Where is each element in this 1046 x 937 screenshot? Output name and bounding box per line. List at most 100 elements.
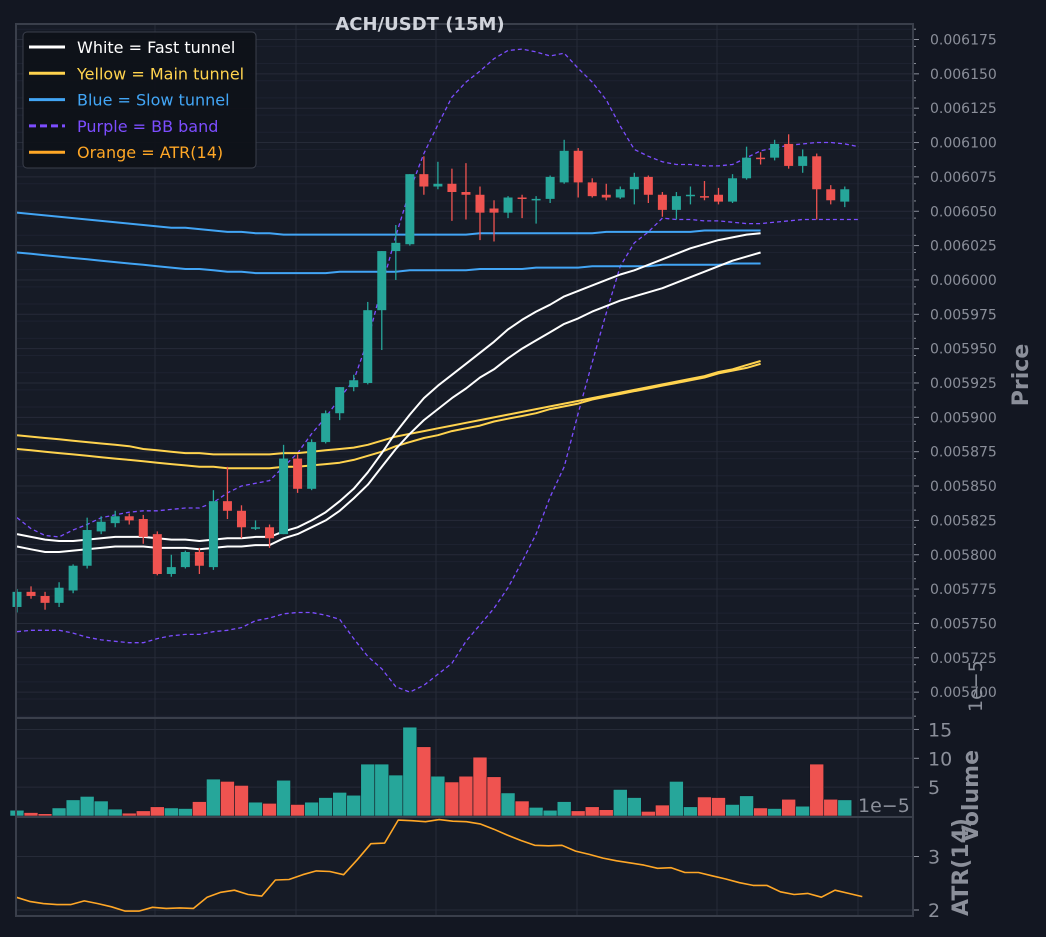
candle xyxy=(110,510,120,528)
atr-tick-label: 3 xyxy=(928,847,940,869)
volume-bar xyxy=(318,797,333,817)
volume-bar xyxy=(93,800,109,817)
candle xyxy=(26,586,36,599)
candle xyxy=(812,153,822,220)
candle xyxy=(335,387,345,421)
candle-body xyxy=(307,442,317,489)
tunnel-lines xyxy=(16,211,761,553)
candle xyxy=(82,517,92,569)
candle xyxy=(742,146,752,180)
candle-body xyxy=(180,552,190,568)
candle xyxy=(180,550,190,569)
legend-label: White = Fast tunnel xyxy=(77,38,235,57)
candle xyxy=(377,251,387,351)
candle-body xyxy=(236,510,246,528)
candle xyxy=(433,161,443,190)
candle-body xyxy=(503,197,513,213)
price-grid xyxy=(16,24,913,718)
price-tick-label: 0.005825 xyxy=(930,513,997,529)
legend-label: Purple = BB band xyxy=(77,117,218,136)
candle-body xyxy=(812,156,822,190)
bb-upper-line xyxy=(16,48,859,538)
volume-bar xyxy=(121,812,137,817)
atr-grid xyxy=(16,817,913,916)
candle-body xyxy=(714,194,723,202)
candle xyxy=(587,178,597,198)
volume-tick-label: 15 xyxy=(928,719,952,741)
volume-tick-label: 5 xyxy=(928,777,940,799)
volume-bar xyxy=(234,785,249,817)
atr-axis-title: ATR(14) xyxy=(949,818,974,916)
candle-body xyxy=(587,182,597,197)
volume-axis: 5 10 15 xyxy=(913,719,952,799)
volume-bar xyxy=(150,806,165,817)
volume-bar xyxy=(135,810,151,817)
candle xyxy=(573,148,583,198)
candle-body xyxy=(657,194,667,210)
candle-body xyxy=(728,178,738,202)
price-tick-label: 0.005800 xyxy=(930,548,997,564)
volume-bar xyxy=(514,800,530,817)
candle xyxy=(321,410,331,444)
candle-body xyxy=(40,595,50,603)
volume-bar xyxy=(781,798,796,817)
volume-bar xyxy=(655,804,670,817)
atr-tick-label: 2 xyxy=(928,900,940,922)
candle xyxy=(54,582,64,607)
candle-body xyxy=(489,208,499,213)
candle xyxy=(601,183,611,201)
volume-bar xyxy=(374,763,390,817)
candle-body xyxy=(349,380,359,388)
candle-body xyxy=(405,174,415,245)
candle-body xyxy=(82,530,92,566)
volume-bar xyxy=(584,806,600,817)
candle xyxy=(251,520,261,531)
candle xyxy=(756,152,766,165)
price-tick-label: 0.005875 xyxy=(930,445,997,461)
price-tick-label: 0.006175 xyxy=(930,33,997,49)
volume-bar xyxy=(669,781,684,817)
candle xyxy=(447,168,457,221)
candle xyxy=(279,444,289,535)
atr-panel-frame xyxy=(15,816,914,917)
slow-tunnel-line xyxy=(16,251,761,275)
volume-bar xyxy=(809,763,825,817)
candle xyxy=(363,301,373,385)
candle xyxy=(208,490,218,570)
volume-bar xyxy=(304,801,319,817)
candle-body xyxy=(110,516,120,524)
volume-bar xyxy=(739,795,754,817)
candle xyxy=(307,439,317,491)
price-axis-title: Price xyxy=(1009,344,1034,406)
candle-body xyxy=(363,310,373,383)
candle xyxy=(68,564,78,594)
candle xyxy=(461,163,471,220)
candle xyxy=(798,149,808,173)
candle-body xyxy=(601,194,611,198)
candle xyxy=(265,524,275,548)
legend: White = Fast tunnel Yellow = Main tunnel B… xyxy=(22,31,257,169)
candle-body xyxy=(377,251,387,311)
candle-body xyxy=(321,413,331,443)
candle-body xyxy=(699,196,709,198)
price-tick-label: 0.006125 xyxy=(930,101,997,117)
candle-body xyxy=(433,183,443,187)
candle-body xyxy=(279,458,289,535)
candle-body xyxy=(447,183,457,193)
volume-bar xyxy=(192,801,207,817)
volume-bar xyxy=(206,778,221,817)
candle xyxy=(685,186,695,205)
volume-bar xyxy=(627,797,642,817)
volume-scale-label: 1e−5 xyxy=(858,795,910,817)
candle-body xyxy=(335,387,345,414)
atr-scale-label: 1e−5 xyxy=(965,660,987,712)
volume-bar xyxy=(360,763,376,817)
volume-bar xyxy=(500,792,516,817)
volume-bar xyxy=(276,779,291,817)
candle xyxy=(559,139,569,184)
candle-body xyxy=(124,516,134,521)
candle-body xyxy=(251,527,261,529)
candle-body xyxy=(756,157,766,160)
candle-body xyxy=(265,527,275,539)
price-tick-label: 0.005925 xyxy=(930,376,997,392)
